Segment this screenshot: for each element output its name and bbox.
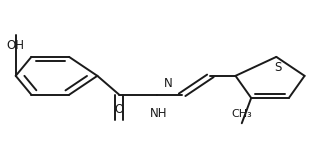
Text: NH: NH [150,107,167,120]
Text: S: S [274,61,282,74]
Text: N: N [164,77,173,90]
Text: OH: OH [7,39,25,52]
Text: CH₃: CH₃ [231,109,252,119]
Text: O: O [115,103,124,116]
